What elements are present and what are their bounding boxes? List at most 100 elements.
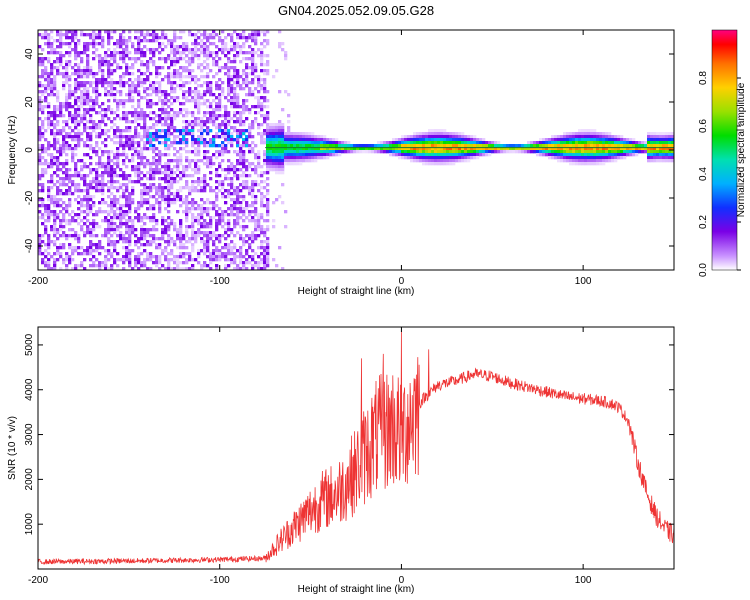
heatmap-cell [101,117,105,121]
heatmap-cell [551,144,555,148]
heatmap-cell [137,30,141,34]
heatmap-cell [581,150,585,154]
heatmap-cell [482,150,486,154]
heatmap-cell [563,150,567,154]
heatmap-cell [668,132,672,136]
heatmap-cell [164,132,168,136]
heatmap-cell [92,261,96,265]
heatmap-cell [59,177,63,181]
heatmap-cell [224,126,228,130]
heatmap-cell [194,45,198,49]
heatmap-cell [38,189,42,193]
heatmap-cell [155,135,159,139]
heatmap-cell [137,69,141,73]
heatmap-cell [119,225,123,229]
heatmap-cell [74,183,78,187]
heatmap-cell [80,102,84,106]
heatmap-cell [164,195,168,199]
heatmap-cell [224,174,228,178]
heatmap-cell [194,93,198,97]
heatmap-cell [329,153,333,157]
heatmap-cell [191,174,195,178]
heatmap-cell [68,177,72,181]
heatmap-cell [197,108,201,112]
heatmap-cell [452,162,456,166]
heatmap-cell [449,147,453,151]
heatmap-cell [254,105,258,109]
heatmap-cell [170,144,174,148]
heatmap-cell [62,183,66,187]
heatmap-cell [101,114,105,118]
heatmap-cell [104,183,108,187]
heatmap-cell [188,63,192,67]
heatmap-cell [149,84,153,88]
heatmap-cell [185,120,189,124]
heatmap-cell [212,144,216,148]
heatmap-cell [152,90,156,94]
heatmap-cell [266,144,270,148]
heatmap-cell [614,138,618,142]
heatmap-cell [263,105,267,109]
heatmap-cell [425,132,429,136]
heatmap-cell [242,186,246,190]
heatmap-cell [68,42,72,46]
heatmap-cell [191,132,195,136]
heatmap-cell [146,252,150,256]
heatmap-cell [77,216,81,220]
heatmap-cell [68,198,72,202]
heatmap-cell [125,210,129,214]
heatmap-cell [236,264,240,268]
heatmap-cell [236,201,240,205]
heatmap-cell [155,201,159,205]
heatmap-cell [101,102,105,106]
heatmap-cell [404,156,408,160]
heatmap-cell [200,159,204,163]
heatmap-cell [215,222,219,226]
heatmap-cell [242,150,246,154]
heatmap-cell [146,114,150,118]
heatmap-cell [254,219,258,223]
heatmap-cell [341,147,345,151]
heatmap-cell [407,144,411,148]
heatmap-cell [476,150,480,154]
heatmap-cell [149,117,153,121]
heatmap-cell [188,132,192,136]
heatmap-cell [233,105,237,109]
heatmap-cell [221,48,225,52]
heatmap-cell [527,147,531,151]
heatmap-cell [197,219,201,223]
heatmap-cell [485,150,489,154]
heatmap-cell [365,150,369,154]
heatmap-cell [299,144,303,148]
heatmap-cell [50,36,54,40]
heatmap-cell [197,144,201,148]
heatmap-cell [146,258,150,262]
heatmap-cell [86,201,90,205]
heatmap-cell [236,210,240,214]
heatmap-cell [107,222,111,226]
figure-title: GN04.2025.052.09.05.G28 [278,3,434,18]
heatmap-cell [74,87,78,91]
heatmap-cell [242,207,246,211]
heatmap-cell [248,144,252,148]
heatmap-cell [230,210,234,214]
heatmap-cell [44,78,48,82]
heatmap-cell [266,156,270,160]
heatmap-cell [164,249,168,253]
heatmap-cell [413,138,417,142]
heatmap-cell [86,66,90,70]
heatmap-cell [116,186,120,190]
heatmap-cell [245,39,249,43]
heatmap-cell [239,87,243,91]
heatmap-cell [125,135,129,139]
heatmap-cell [173,30,177,34]
heatmap-cell [101,78,105,82]
heatmap-cell [119,99,123,103]
heatmap-cell [470,138,474,142]
heatmap-cell [185,216,189,220]
heatmap-cell [128,135,132,139]
heatmap-cell [86,198,90,202]
heatmap-cell [101,57,105,61]
heatmap-cell [194,36,198,40]
heatmap-cell [89,180,93,184]
